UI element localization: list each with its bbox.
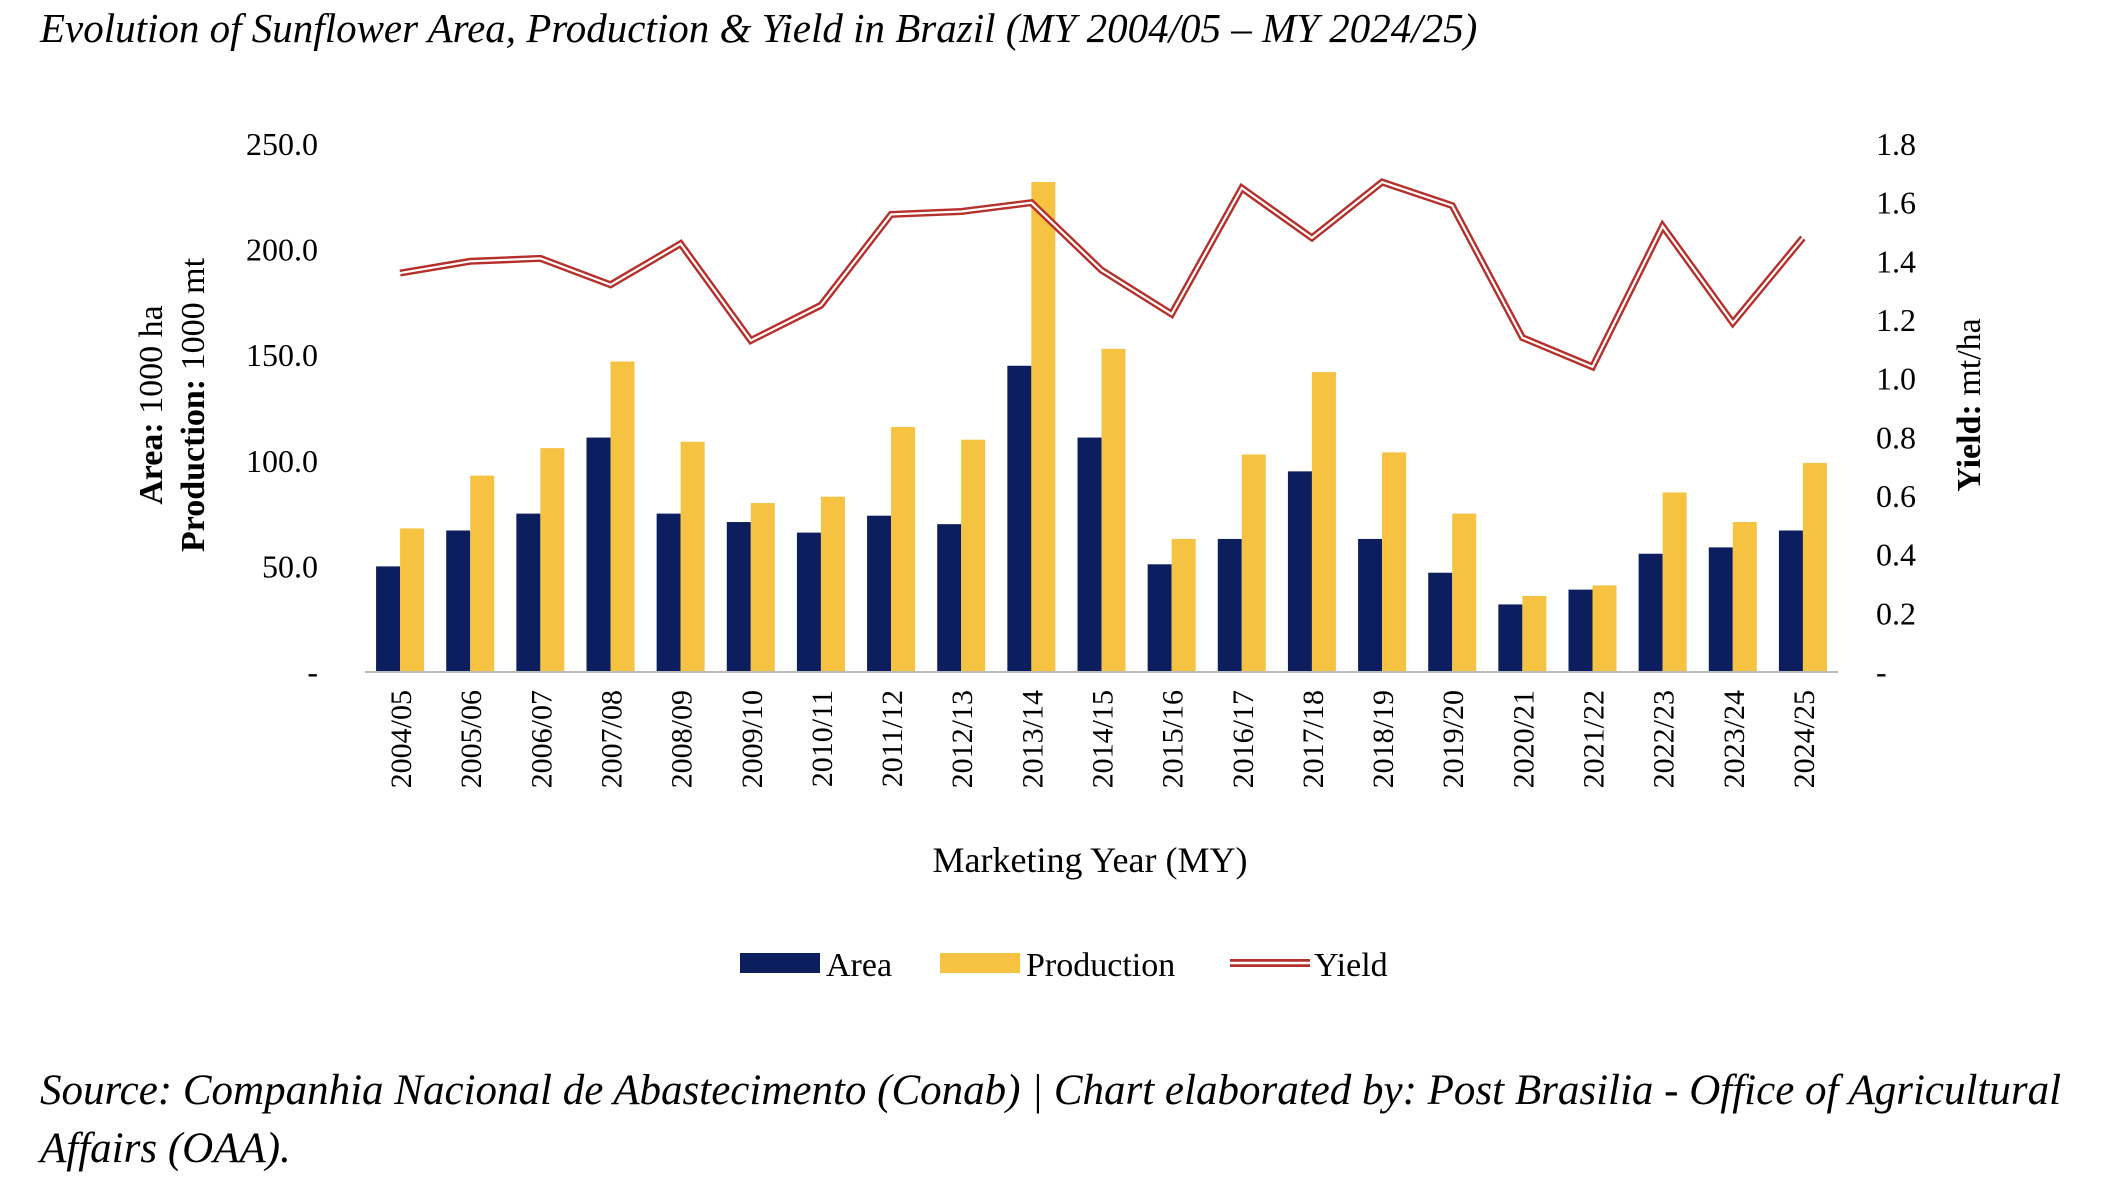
x-tick-label: 2020/21 xyxy=(1507,690,1540,788)
right-tick-label: 1.6 xyxy=(1876,185,1916,221)
x-tick-label: 2022/23 xyxy=(1648,690,1681,788)
x-axis-ticks: 2004/05 2005/06 2006/07 2007/08 2008/09 2009/… xyxy=(385,690,1821,788)
bar-production xyxy=(1732,522,1757,672)
bar-production xyxy=(610,361,635,672)
bar-area xyxy=(796,532,821,672)
left-tick-label: 200.0 xyxy=(246,232,318,268)
bar-area xyxy=(1778,530,1803,672)
bar-production xyxy=(1592,585,1617,672)
left-tick-label: 100.0 xyxy=(246,443,318,479)
bar-production xyxy=(540,448,565,672)
x-tick-label: 2016/17 xyxy=(1227,690,1260,788)
x-tick-label: 2004/05 xyxy=(385,690,418,788)
bar-area xyxy=(867,515,892,672)
x-tick-label: 2010/11 xyxy=(806,690,839,787)
bar-production xyxy=(1101,348,1126,672)
x-tick-label: 2024/25 xyxy=(1788,690,1821,788)
x-tick-label: 2011/12 xyxy=(876,690,909,787)
bar-production xyxy=(680,441,705,672)
x-tick-label: 2007/08 xyxy=(596,690,629,788)
bar-area xyxy=(1217,538,1242,672)
bar-area xyxy=(656,513,681,672)
bar-area xyxy=(446,530,471,672)
x-axis-label: Marketing Year (MY) xyxy=(933,840,1248,880)
left-axis-label-area: Area: 1000 ha xyxy=(133,305,170,505)
left-tick-label: 50.0 xyxy=(262,548,318,584)
legend-label-area: Area xyxy=(826,947,892,984)
right-axis-label: Yield: mt/ha xyxy=(1951,318,1988,491)
legend-swatch-area xyxy=(740,953,820,973)
x-tick-label: 2009/10 xyxy=(736,690,769,788)
bar-area xyxy=(1708,547,1733,672)
x-tick-label: 2012/13 xyxy=(946,690,979,788)
x-tick-label: 2021/22 xyxy=(1578,690,1611,788)
x-tick-label: 2017/18 xyxy=(1297,690,1330,788)
bar-production xyxy=(1802,462,1827,672)
right-tick-label: - xyxy=(1876,654,1887,690)
bar-area xyxy=(1147,564,1172,672)
x-tick-label: 2018/19 xyxy=(1367,690,1400,788)
right-tick-label: 0.4 xyxy=(1876,537,1916,573)
bar-production xyxy=(750,503,775,672)
bar-series xyxy=(376,182,1827,673)
bar-production xyxy=(891,427,916,672)
x-tick-label: 2005/06 xyxy=(455,690,488,788)
sunflower-chart: - 50.0 100.0 150.0 200.0 250.0 - 0.2 0.4 0.6 0.8 1… xyxy=(133,126,1988,984)
x-tick-label: 2019/20 xyxy=(1437,690,1470,788)
left-tick-label: 150.0 xyxy=(246,337,318,373)
left-axis-ticks: - 50.0 100.0 150.0 200.0 250.0 xyxy=(246,126,318,690)
bar-area xyxy=(726,522,751,672)
bar-production xyxy=(1171,538,1196,672)
bar-area xyxy=(376,566,401,672)
x-tick-label: 2006/07 xyxy=(525,690,558,788)
bar-area xyxy=(1287,471,1312,672)
bar-area xyxy=(1568,589,1593,672)
right-tick-label: 0.2 xyxy=(1876,595,1916,631)
bar-production xyxy=(820,496,845,672)
right-tick-label: 1.2 xyxy=(1876,302,1916,338)
bar-area xyxy=(1498,604,1523,672)
bar-area xyxy=(1428,572,1453,672)
source-note: Source: Companhia Nacional de Abastecime… xyxy=(40,1067,2062,1172)
bar-area xyxy=(1007,365,1032,672)
bar-production xyxy=(1031,182,1056,673)
bar-area xyxy=(937,524,962,672)
bar-production xyxy=(470,475,495,672)
bar-area xyxy=(1358,538,1383,672)
bar-area xyxy=(516,513,541,672)
x-tick-label: 2015/16 xyxy=(1157,690,1190,788)
bar-area xyxy=(1638,553,1663,672)
legend: Area Production Yield xyxy=(740,947,1388,984)
bar-production xyxy=(1382,452,1407,672)
left-tick-label: 250.0 xyxy=(246,126,318,162)
legend-label-production: Production xyxy=(1026,947,1175,984)
yield-line-inner xyxy=(399,180,1804,369)
right-tick-label: 1.0 xyxy=(1876,361,1916,397)
chart-title: Evolution of Sunflower Area, Production … xyxy=(40,5,1478,51)
bar-production xyxy=(1662,492,1687,672)
bar-production xyxy=(1522,595,1547,672)
bar-production xyxy=(1452,513,1477,672)
right-axis-ticks: - 0.2 0.4 0.6 0.8 1.0 1.2 1.4 1.6 1.8 xyxy=(1876,126,1916,690)
right-tick-label: 1.8 xyxy=(1876,126,1916,162)
right-tick-label: 0.6 xyxy=(1876,478,1916,514)
legend-label-yield: Yield xyxy=(1314,947,1388,984)
right-tick-label: 1.4 xyxy=(1876,243,1916,279)
x-tick-label: 2023/24 xyxy=(1718,690,1751,788)
bar-production xyxy=(1241,454,1266,672)
x-tick-label: 2014/15 xyxy=(1087,690,1120,788)
bar-production xyxy=(1311,372,1336,672)
right-tick-label: 0.8 xyxy=(1876,419,1916,455)
bar-production xyxy=(961,439,986,672)
left-axis-label-production: Production: 1000 mt xyxy=(175,257,212,552)
x-tick-label: 2008/09 xyxy=(666,690,699,788)
left-tick-label: - xyxy=(307,654,318,690)
bar-area xyxy=(586,437,611,672)
bar-production xyxy=(400,528,425,672)
yield-line-outer xyxy=(399,178,1806,372)
legend-swatch-production xyxy=(940,953,1020,973)
x-tick-label: 2013/14 xyxy=(1016,690,1049,788)
bar-area xyxy=(1077,437,1102,672)
yield-series xyxy=(399,178,1806,372)
